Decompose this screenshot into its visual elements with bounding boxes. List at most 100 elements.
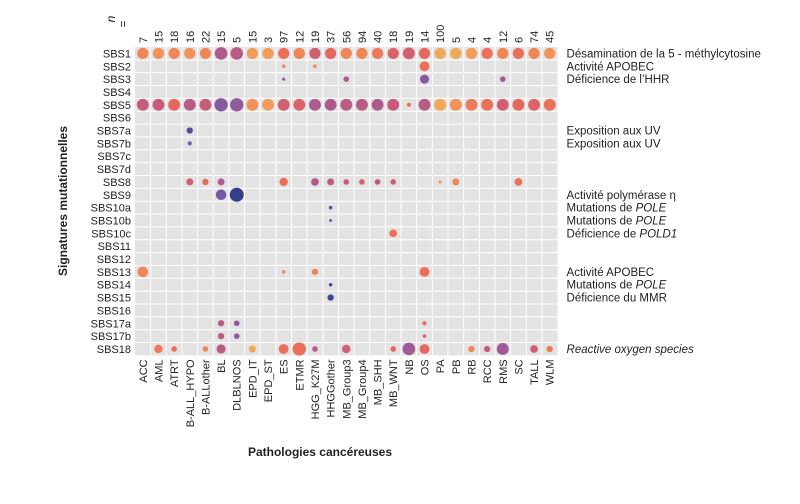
n-count-acc: 7 [138,37,150,43]
annotation-sbs10c: Déficience de POLD1 [567,228,678,240]
bubble-sbs8-pb [452,178,460,186]
annotation-sbs3: Déficience de l’HHR [567,74,670,86]
row-label-sbs5: SBS5 [103,100,131,112]
n-count-b-all-hypo: 16 [185,31,197,43]
bubble-sbs8-hgg-k27m [311,178,319,186]
bubble-sbs2-os [419,61,430,72]
bubble-sbs1-pa [434,47,446,60]
bubble-sbs9-dlblnos [229,187,244,202]
bubble-sbs1-mb-wnt [387,47,399,60]
bubble-sbs14-hhggother [328,282,333,287]
bubble-sbs3-rms [499,76,506,82]
bubble-sbs1-os [418,47,431,60]
bubble-sbs13-acc [137,266,149,278]
bubble-sbs5-hhggother [324,98,337,111]
bubble-sbs18-atrt [171,346,177,352]
row-label-sbs3: SBS3 [103,74,131,86]
row-label-sbs7a: SBS7a [97,126,132,138]
col-label-pb: PB [451,359,463,374]
bubble-sbs1-es [278,47,290,60]
bubble-sbs5-epd-st [262,98,274,111]
bubble-sbs18-rcc [483,345,491,353]
col-label-dlblnos: DLBLNOS [232,359,244,410]
bubble-sbs3-es [282,77,286,81]
n-count-wlm: 45 [545,31,557,43]
bubble-sbs5-nb [406,102,411,107]
bubble-sbs1-hgg-k27m [309,47,321,60]
bubble-sbs1-tall [528,47,540,60]
bubble-sbs1-b-allother [199,47,212,60]
row-label-sbs11: SBS11 [98,241,131,253]
annotation-sbs10b: Mutations de POLE [567,215,667,227]
bubble-sbs1-dlblnos [230,47,244,60]
bubble-sbs5-etmr [293,98,306,111]
bubble-sbs3-mb-group3 [343,76,350,82]
row-labels: SBS1SBS2SBS3SBS4SBS5SBS6SBS7aSBS7bSBS7cS… [91,48,132,356]
bubble-sbs8-mb-wnt [390,179,397,185]
bubble-sbs5-rms [496,98,509,111]
col-label-nb: NB [404,359,416,374]
bubble-sbs5-mb-group4 [355,98,368,111]
bubble-sbs18-bl [216,344,226,354]
bubble-sbs5-pa [434,98,447,111]
bubble-sbs18-es [278,344,289,354]
bubble-sbs8-b-all-hypo [186,178,194,186]
bubble-sbs1-epd-it [246,47,258,60]
bubble-sbs17b-dlblnos [233,333,240,339]
bubble-sbs1-wlm [544,47,556,60]
bubble-sbs8-hhggother [327,178,335,186]
row-label-sbs13: SBS13 [97,267,131,279]
bubble-sbs1-mb-group3 [340,47,352,60]
bubble-sbs18-mb-wnt [390,346,397,352]
bubble-sbs17b-bl [217,332,225,340]
bubble-sbs5-rb [465,98,478,111]
row-label-sbs12: SBS12 [97,254,131,266]
col-label-aml: AML [153,359,165,382]
n-count-tall: 74 [529,31,541,43]
n-count-aml: 15 [153,31,165,43]
bubble-sbs1-rcc [481,47,493,60]
col-label-b-all-hypo: B-ALL_HYPO [185,359,197,427]
bubble-sbs18-tall [530,345,538,353]
bubble-sbs1-b-all-hypo [184,47,196,60]
bubble-sbs1-atrt [168,47,180,60]
bubble-sbs1-etmr [293,47,305,60]
row-label-sbs7b: SBS7b [97,138,131,150]
bubble-sbs5-hgg-k27m [309,98,321,111]
row-label-sbs1: SBS1 [103,48,131,60]
bubble-sbs5-atrt [168,98,181,111]
n-count-es: 97 [279,31,291,43]
bubble-sbs1-rb [465,47,478,60]
n-count-atrt: 18 [169,31,181,43]
bubble-sbs5-os [418,98,431,111]
y-axis-title: Signatures mutationnelles [56,126,70,276]
bubble-sbs5-sc [512,98,525,111]
bubble-sbs8-sc [514,178,523,186]
row-label-sbs10c: SBS10c [91,228,131,240]
n-labels: 7 15 18 16 22 15 5 15 3 97 12 19 37 56 94 40 18 19 14 100 5 4… [138,25,557,43]
bubble-sbs9-bl [215,189,227,201]
n-count-pa: 100 [435,25,447,43]
bubble-sbs8-mb-group4 [359,179,365,185]
col-label-epd-st: EPD_ST [263,359,275,402]
n-count-nb: 19 [404,31,416,43]
n-count-etmr: 12 [294,31,306,43]
col-label-hgg-k27m: HGG_K27M [310,359,322,419]
bubble-sbs18-os [419,344,430,354]
row-label-sbs16: SBS16 [97,305,131,317]
bubble-sbs2-es [281,64,286,69]
row-label-sbs4: SBS4 [103,87,131,99]
bubble-sbs5-b-allother [199,98,212,111]
bubble-sbs5-wlm [543,98,556,111]
bubble-sbs5-dlblnos [230,98,244,112]
bubble-sbs10b-hhggother [329,219,333,222]
n-count-rcc: 4 [482,37,494,43]
bubble-sbs1-mb-group4 [356,47,368,60]
bubble-sbs1-sc [512,47,525,60]
col-label-atrt: ATRT [169,359,181,387]
n-count-rb: 4 [466,37,478,43]
bubble-sbs5-rcc [481,98,494,111]
bubble-sbs18-etmr [292,342,306,356]
bubble-sbs17a-dlblnos [233,320,240,327]
